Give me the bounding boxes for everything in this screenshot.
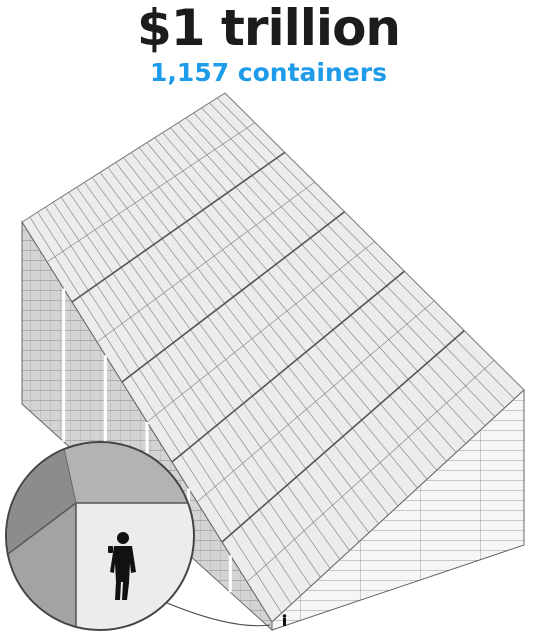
stack-top-face	[21, 92, 525, 623]
container-column-seam	[221, 329, 465, 543]
container-column-seam	[146, 241, 375, 423]
stack-right-face	[271, 388, 525, 631]
page-subtitle: 1,157 containers	[150, 58, 387, 87]
container-column-seam	[196, 300, 435, 503]
page-title: $1 trillion	[136, 0, 401, 57]
zoom-connector	[159, 599, 271, 627]
container-column-seam	[46, 122, 256, 263]
tiny-person-icon	[282, 614, 287, 626]
container-column-seam	[71, 151, 286, 303]
person-silhouette-icon	[108, 532, 136, 600]
container-column-seam	[246, 360, 495, 583]
container-column-seam	[96, 181, 315, 343]
container-column-seam	[171, 270, 405, 463]
container-column-seam	[121, 211, 346, 383]
